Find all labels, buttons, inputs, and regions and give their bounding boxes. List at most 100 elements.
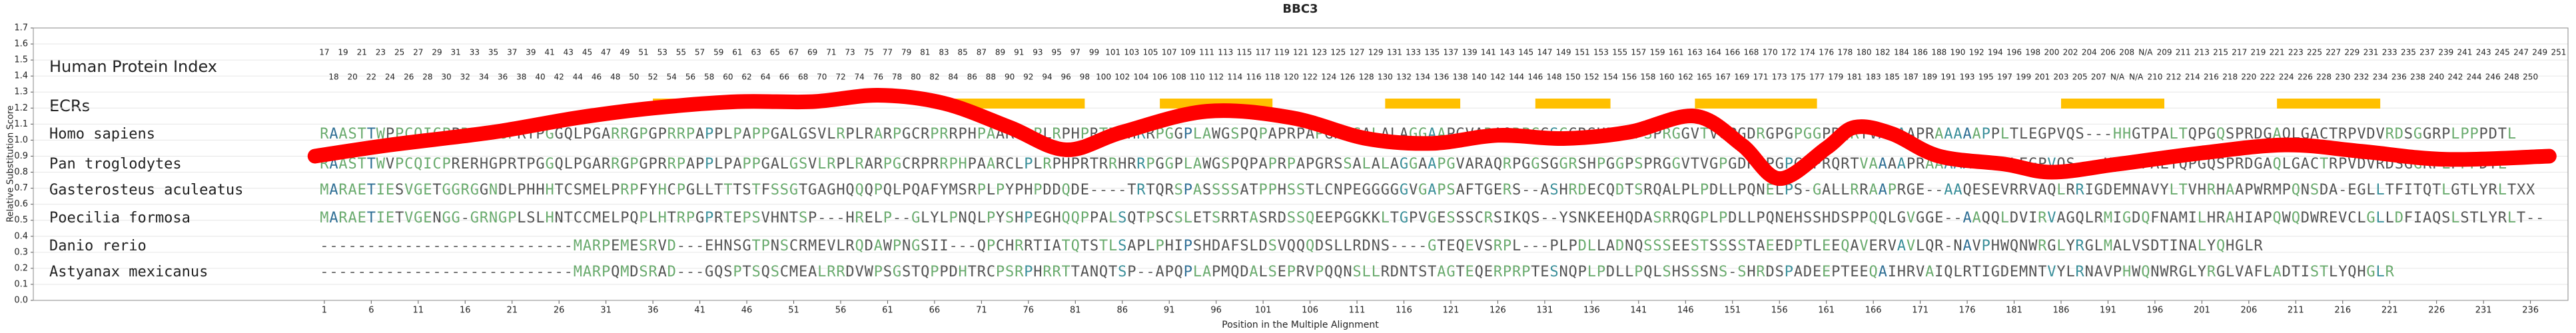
residue: I	[1934, 264, 1943, 280]
residue: Q	[1841, 238, 1849, 254]
residue: R	[1494, 264, 1503, 280]
index-bottom: 177	[1809, 73, 1825, 82]
residue: G	[2235, 238, 2244, 254]
residue: R	[2066, 182, 2075, 198]
index-bottom: 128	[1359, 73, 1374, 82]
residue: K	[1372, 210, 1381, 226]
residue: G	[771, 126, 779, 143]
residue: E	[1437, 210, 1446, 226]
residue: I	[2028, 210, 2037, 226]
residue: D	[1728, 210, 1737, 226]
x-tick-label: 126	[1490, 306, 1506, 316]
residue: I	[2404, 182, 2413, 198]
residue: N	[489, 210, 498, 226]
residue: D	[1212, 238, 1220, 254]
residue: G	[498, 210, 507, 226]
index-bottom: 232	[2354, 73, 2369, 82]
residue: L	[2066, 264, 2074, 280]
residue: R	[1756, 264, 1765, 280]
residue: G	[1531, 156, 1539, 172]
index-top: 99	[1089, 48, 1099, 57]
residue: R	[714, 210, 723, 226]
residue: L	[1672, 182, 1681, 198]
residue: H	[1559, 182, 1567, 198]
residue: A	[2226, 210, 2234, 226]
residue: R	[1052, 264, 1061, 280]
residue: Q	[1681, 210, 1690, 226]
residue: Q	[855, 238, 864, 254]
residue: I	[2085, 182, 2094, 198]
residue: T	[2038, 264, 2046, 280]
residue: R	[827, 264, 836, 280]
residue: F	[2150, 210, 2159, 226]
residue: Q	[1099, 264, 1108, 280]
index-bottom: 250	[2523, 73, 2538, 82]
residue: V	[386, 156, 394, 172]
residue: R	[2094, 210, 2104, 226]
residue: P	[1127, 264, 1136, 280]
residue: P	[1831, 264, 1840, 280]
index-bottom: 74	[855, 73, 865, 82]
residue: Q	[1521, 210, 1530, 226]
residue: C	[1597, 182, 1605, 198]
index-bottom: 146	[1527, 73, 1543, 82]
residue: Q	[1249, 126, 1258, 143]
residue: P	[1268, 182, 1277, 198]
residue: G	[1785, 126, 1793, 143]
residue: L	[1747, 210, 1755, 226]
residue: P	[1259, 126, 1268, 143]
residue: P	[686, 210, 695, 226]
residue: P	[2338, 156, 2347, 172]
residue: P	[2150, 126, 2159, 143]
residue: Y	[1005, 182, 1014, 198]
index-bottom: 189	[1922, 73, 1937, 82]
residue: S	[771, 264, 779, 280]
residue: A	[2094, 264, 2103, 280]
residue: T	[1625, 182, 1633, 198]
residue: G	[2216, 264, 2225, 280]
residue: P	[1071, 156, 1080, 172]
index-top: 163	[1687, 48, 1703, 57]
residue: T	[1700, 238, 1709, 254]
residue: F	[930, 182, 939, 198]
residue: N	[1343, 264, 1352, 280]
residue: V	[855, 264, 864, 280]
index-top: 131	[1387, 48, 1402, 57]
residue: P	[1437, 182, 1446, 198]
residue: M	[808, 238, 817, 254]
index-bottom: 248	[2504, 73, 2519, 82]
residue: Q	[1869, 210, 1878, 226]
residue: L	[1259, 264, 1268, 280]
residue: S	[1982, 182, 1990, 198]
residue: -	[404, 238, 413, 254]
residue: V	[1888, 238, 1897, 254]
index-top: 251	[2551, 48, 2566, 57]
residue: P	[1212, 264, 1220, 280]
residue: D	[845, 264, 854, 280]
residue: -	[348, 238, 357, 254]
residue: -	[555, 264, 564, 280]
residue: -	[452, 238, 460, 254]
index-top: 101	[1105, 48, 1120, 57]
residue: S	[1794, 182, 1803, 198]
residue: A	[1428, 182, 1436, 198]
residue: P	[1634, 264, 1643, 280]
residue: S	[1005, 210, 1014, 226]
index-bottom: 102	[1114, 73, 1130, 82]
index-bottom: 142	[1490, 73, 1505, 82]
residue: R	[1569, 156, 1578, 172]
residue: R	[620, 126, 630, 143]
residue: A	[1869, 156, 1878, 172]
residue: -	[442, 238, 450, 254]
residue: A	[2329, 182, 2338, 198]
residue: Q	[414, 156, 422, 172]
residue: D	[865, 238, 873, 254]
index-top: 25	[394, 48, 404, 57]
residue: S	[1775, 264, 1784, 280]
residue: L	[1184, 210, 1192, 226]
index-bottom: 242	[2447, 73, 2463, 82]
residue: G	[583, 156, 592, 172]
index-top: 221	[2270, 48, 2285, 57]
index-bottom: 214	[2185, 73, 2200, 82]
